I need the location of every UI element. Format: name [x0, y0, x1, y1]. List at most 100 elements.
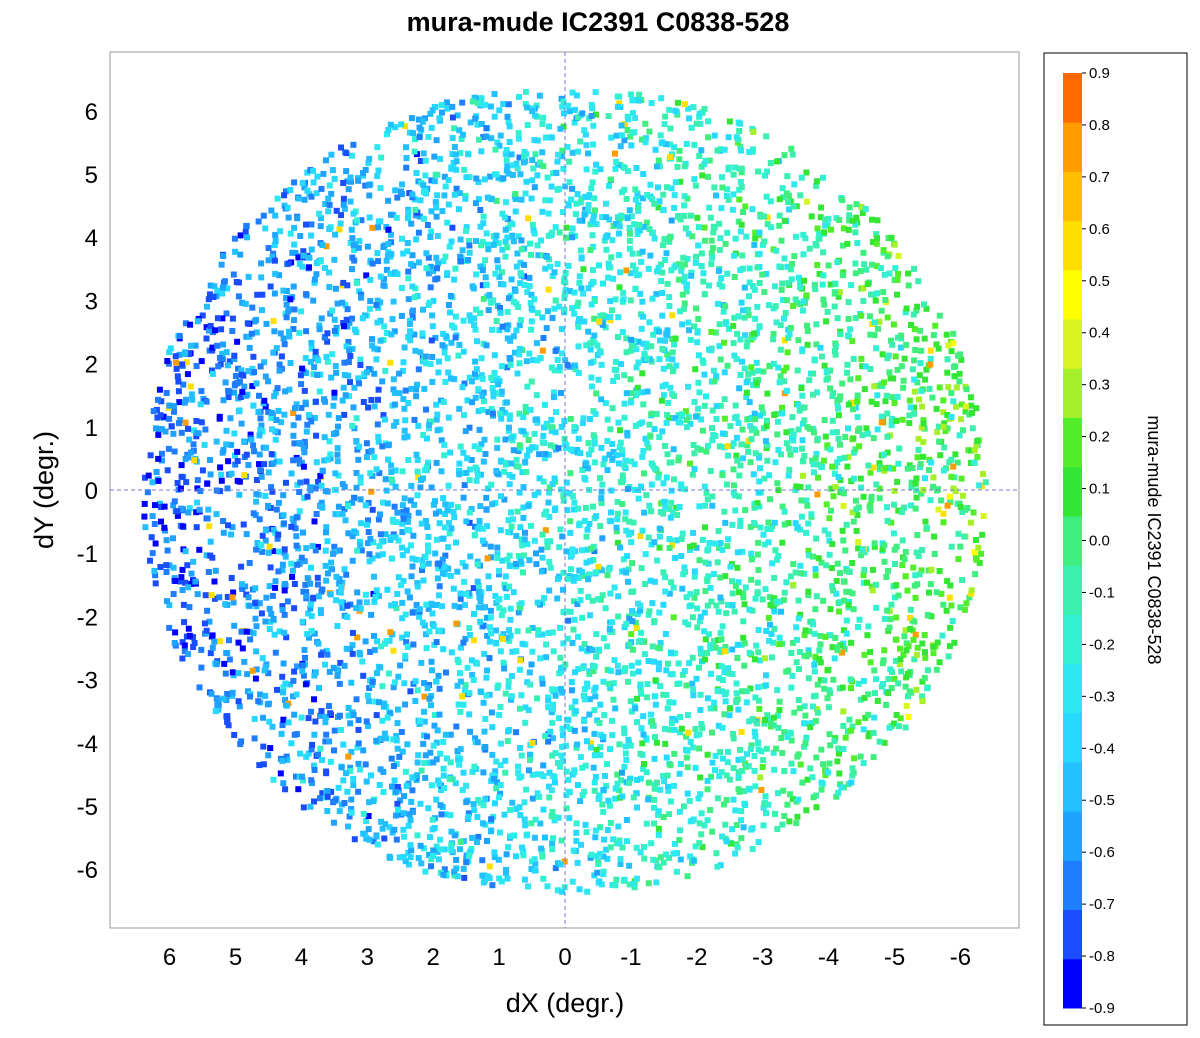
data-point: [789, 639, 796, 646]
data-point: [912, 505, 919, 512]
data-point: [798, 174, 805, 181]
data-point: [572, 366, 579, 373]
data-point: [426, 628, 433, 635]
data-point: [698, 650, 705, 657]
data-point: [604, 438, 611, 444]
data-point: [229, 689, 236, 696]
data-point: [305, 750, 312, 757]
data-point: [639, 313, 646, 320]
data-point: [417, 800, 424, 807]
data-point: [353, 279, 360, 286]
data-point: [495, 174, 502, 181]
data-point: [859, 432, 866, 439]
data-point: [892, 594, 898, 601]
data-point: [572, 669, 578, 676]
data-point: [311, 798, 317, 805]
data-point: [780, 367, 787, 374]
data-point: [307, 358, 314, 365]
data-point: [507, 632, 514, 639]
data-point: [660, 242, 667, 249]
data-point: [356, 238, 363, 244]
data-point: [924, 685, 931, 692]
data-point: [509, 799, 516, 806]
data-point: [556, 715, 562, 722]
data-point: [422, 774, 429, 781]
data-point: [163, 569, 170, 575]
data-point: [763, 745, 770, 752]
data-point: [275, 407, 282, 414]
data-point: [628, 458, 635, 465]
data-point: [411, 331, 418, 338]
data-point: [731, 482, 737, 489]
data-point: [518, 752, 525, 759]
data-point: [229, 315, 236, 322]
data-point: [561, 291, 568, 298]
data-point: [433, 536, 440, 543]
data-point: [354, 589, 361, 596]
data-point: [506, 481, 513, 488]
data-point: [779, 185, 786, 192]
data-point: [648, 508, 655, 515]
data-point: [670, 365, 677, 372]
data-point: [353, 438, 360, 445]
data-point: [527, 240, 533, 247]
data-point: [291, 605, 298, 612]
data-point: [725, 166, 732, 173]
data-point: [757, 412, 763, 419]
data-point: [784, 387, 790, 394]
data-point: [372, 593, 379, 600]
data-point: [909, 366, 916, 373]
data-point: [858, 552, 865, 559]
data-point: [453, 158, 460, 165]
data-point: [339, 397, 346, 404]
data-point: [374, 670, 380, 677]
data-point: [878, 419, 885, 426]
data-point: [356, 443, 363, 450]
data-point: [646, 502, 653, 509]
data-point: [628, 142, 635, 149]
data-point: [311, 762, 317, 769]
data-point: [249, 383, 256, 390]
data-point: [789, 795, 796, 802]
data-point: [872, 297, 879, 304]
data-point: [335, 503, 342, 510]
data-point: [511, 349, 518, 356]
data-point: [704, 817, 711, 824]
data-point: [251, 715, 258, 722]
data-point: [894, 366, 901, 373]
data-point: [536, 92, 543, 99]
data-point: [303, 545, 310, 552]
data-point: [739, 265, 746, 272]
data-point: [605, 797, 612, 804]
data-point: [742, 203, 749, 210]
data-point: [714, 688, 721, 694]
data-point: [855, 375, 862, 382]
data-point: [429, 816, 436, 823]
data-point: [781, 508, 788, 515]
data-point: [292, 525, 299, 532]
data-point: [778, 286, 785, 293]
data-point: [552, 224, 559, 231]
data-point: [582, 821, 589, 828]
data-point: [480, 622, 487, 629]
data-point: [414, 687, 421, 694]
data-point: [344, 614, 351, 621]
data-point: [236, 491, 243, 498]
data-point: [738, 728, 745, 735]
data-point: [596, 646, 603, 653]
data-point: [598, 488, 605, 495]
data-point: [323, 243, 330, 250]
data-point: [930, 650, 937, 657]
data-point: [827, 742, 834, 749]
data-point: [617, 544, 623, 551]
data-point: [508, 523, 515, 530]
data-point: [734, 641, 741, 648]
data-point: [872, 690, 878, 697]
data-point: [515, 609, 522, 616]
data-point: [634, 231, 641, 237]
data-point: [634, 190, 641, 197]
data-point: [521, 799, 528, 806]
data-point: [242, 392, 249, 399]
data-point: [976, 482, 983, 489]
data-point: [393, 519, 400, 526]
